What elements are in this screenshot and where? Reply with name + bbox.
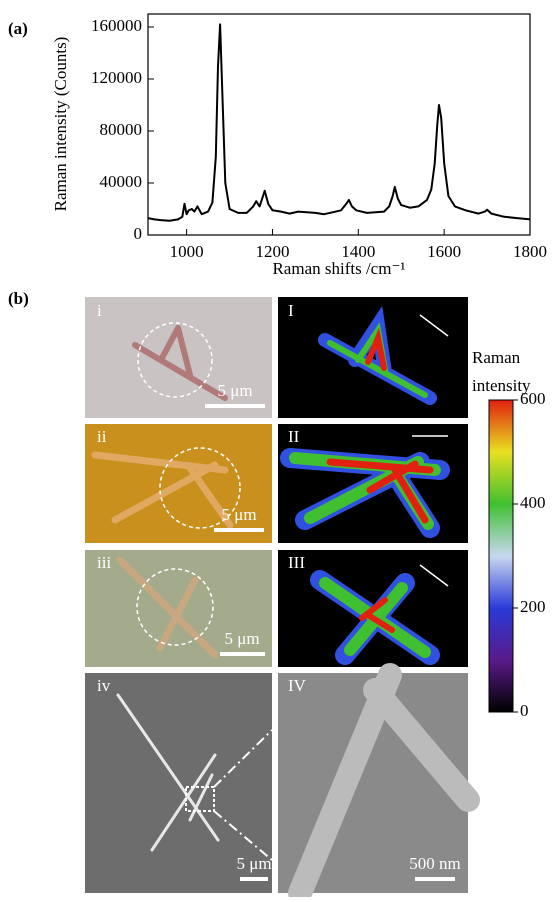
colorbar-tick-label: 200 bbox=[520, 597, 546, 616]
panel-label: (a) bbox=[8, 19, 28, 38]
image-label: III bbox=[288, 553, 305, 572]
x-tick-label: 1400 bbox=[341, 242, 375, 261]
y-tick-label: 120000 bbox=[91, 68, 142, 87]
optical-image bbox=[85, 297, 272, 418]
crystal bbox=[116, 693, 220, 852]
image-label: ii bbox=[97, 427, 107, 446]
image-label: IV bbox=[288, 676, 307, 695]
spectrum-line bbox=[147, 23, 531, 222]
y-tick-label: 40000 bbox=[100, 172, 143, 191]
zoom-line bbox=[213, 729, 273, 861]
scale-bar bbox=[205, 404, 455, 881]
image-label: II bbox=[288, 427, 300, 446]
x-tick-label: 1800 bbox=[513, 242, 547, 261]
image-label: i bbox=[97, 301, 102, 320]
image-label: iii bbox=[97, 553, 111, 572]
highlight-circle bbox=[136, 322, 241, 646]
x-tick-label: 1000 bbox=[170, 242, 204, 261]
map-signal bbox=[280, 305, 450, 665]
colorbar-tick-label: 600 bbox=[520, 389, 546, 408]
scale-bar-label: 500 nm bbox=[409, 854, 460, 873]
crystal bbox=[91, 451, 234, 529]
colorbar-tick-label: 0 bbox=[520, 701, 529, 720]
colorbar-tick-label: 400 bbox=[520, 493, 546, 512]
scale-bar-label: 5 μm bbox=[221, 505, 256, 524]
scale-bar-label: 5 μm bbox=[224, 629, 259, 648]
plot-frame bbox=[147, 13, 531, 236]
y-tick-label: 0 bbox=[134, 224, 143, 243]
image-label: I bbox=[288, 301, 294, 320]
x-tick-label: 1600 bbox=[427, 242, 461, 261]
panel-label: (b) bbox=[8, 289, 29, 308]
y-axis-label: Raman intensity (Counts) bbox=[51, 37, 70, 212]
colorbar bbox=[488, 399, 514, 713]
y-tick-label: 80000 bbox=[100, 120, 143, 139]
x-tick-label: 1200 bbox=[255, 242, 289, 261]
colorbar-title: Raman intensity bbox=[472, 348, 531, 395]
sem-wire bbox=[288, 663, 480, 902]
zoom-box bbox=[185, 786, 215, 812]
crystal bbox=[132, 325, 228, 401]
crystal bbox=[116, 556, 219, 659]
x-axis-label: Raman shifts /cm⁻¹ bbox=[272, 259, 405, 278]
scale-bar-label: 5 μm bbox=[217, 381, 252, 400]
image-label: iv bbox=[97, 676, 111, 695]
polarization-arrow bbox=[412, 314, 449, 587]
y-tick-label: 160000 bbox=[91, 16, 142, 35]
scale-bar-label: 5 μm bbox=[236, 854, 271, 873]
